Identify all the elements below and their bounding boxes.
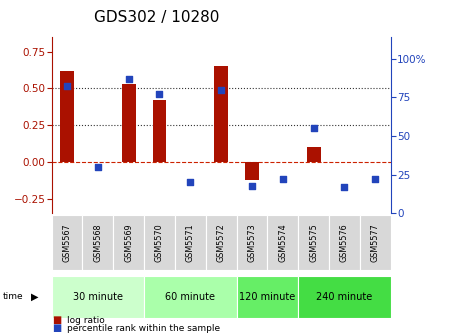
Bar	[122, 84, 136, 162]
Text: GSM5574: GSM5574	[278, 223, 287, 262]
Bar	[214, 66, 228, 162]
Text: 60 minute: 60 minute	[165, 292, 216, 301]
Text: GSM5569: GSM5569	[124, 223, 133, 262]
Bar	[245, 162, 259, 179]
Text: GSM5570: GSM5570	[155, 223, 164, 262]
Bar	[329, 215, 360, 270]
Bar	[113, 215, 144, 270]
Bar	[83, 215, 113, 270]
Point	[125, 76, 132, 81]
Text: GSM5576: GSM5576	[340, 223, 349, 262]
Text: 30 minute: 30 minute	[73, 292, 123, 301]
Bar	[267, 215, 298, 270]
Bar	[298, 276, 391, 318]
Bar	[307, 147, 321, 162]
Bar	[153, 100, 167, 162]
Bar	[298, 215, 329, 270]
Text: GSM5567: GSM5567	[62, 223, 71, 262]
Point	[372, 177, 379, 182]
Text: GSM5575: GSM5575	[309, 223, 318, 262]
Point	[156, 91, 163, 97]
Bar	[52, 276, 144, 318]
Bar	[237, 276, 298, 318]
Text: time: time	[2, 292, 23, 301]
Point	[310, 126, 317, 131]
Bar	[144, 276, 237, 318]
Text: GSM5568: GSM5568	[93, 223, 102, 262]
Text: GSM5572: GSM5572	[216, 223, 226, 262]
Text: GSM5573: GSM5573	[247, 223, 256, 262]
Point	[248, 183, 255, 188]
Text: percentile rank within the sample: percentile rank within the sample	[67, 324, 220, 333]
Text: ■: ■	[52, 323, 61, 333]
Point	[94, 164, 101, 170]
Text: ■: ■	[52, 315, 61, 325]
Point	[63, 84, 70, 89]
Text: log ratio: log ratio	[67, 316, 105, 325]
Bar	[52, 215, 83, 270]
Bar	[206, 215, 237, 270]
Bar	[144, 215, 175, 270]
Text: GDS302 / 10280: GDS302 / 10280	[94, 10, 220, 25]
Bar	[237, 215, 267, 270]
Point	[341, 184, 348, 190]
Bar	[360, 215, 391, 270]
Point	[187, 180, 194, 185]
Text: GSM5571: GSM5571	[186, 223, 195, 262]
Text: ▶: ▶	[31, 292, 38, 301]
Text: 240 minute: 240 minute	[316, 292, 373, 301]
Text: GSM5577: GSM5577	[371, 223, 380, 262]
Bar	[60, 71, 74, 162]
Point	[279, 177, 286, 182]
Text: 120 minute: 120 minute	[239, 292, 295, 301]
Point	[217, 87, 224, 92]
Bar	[175, 215, 206, 270]
